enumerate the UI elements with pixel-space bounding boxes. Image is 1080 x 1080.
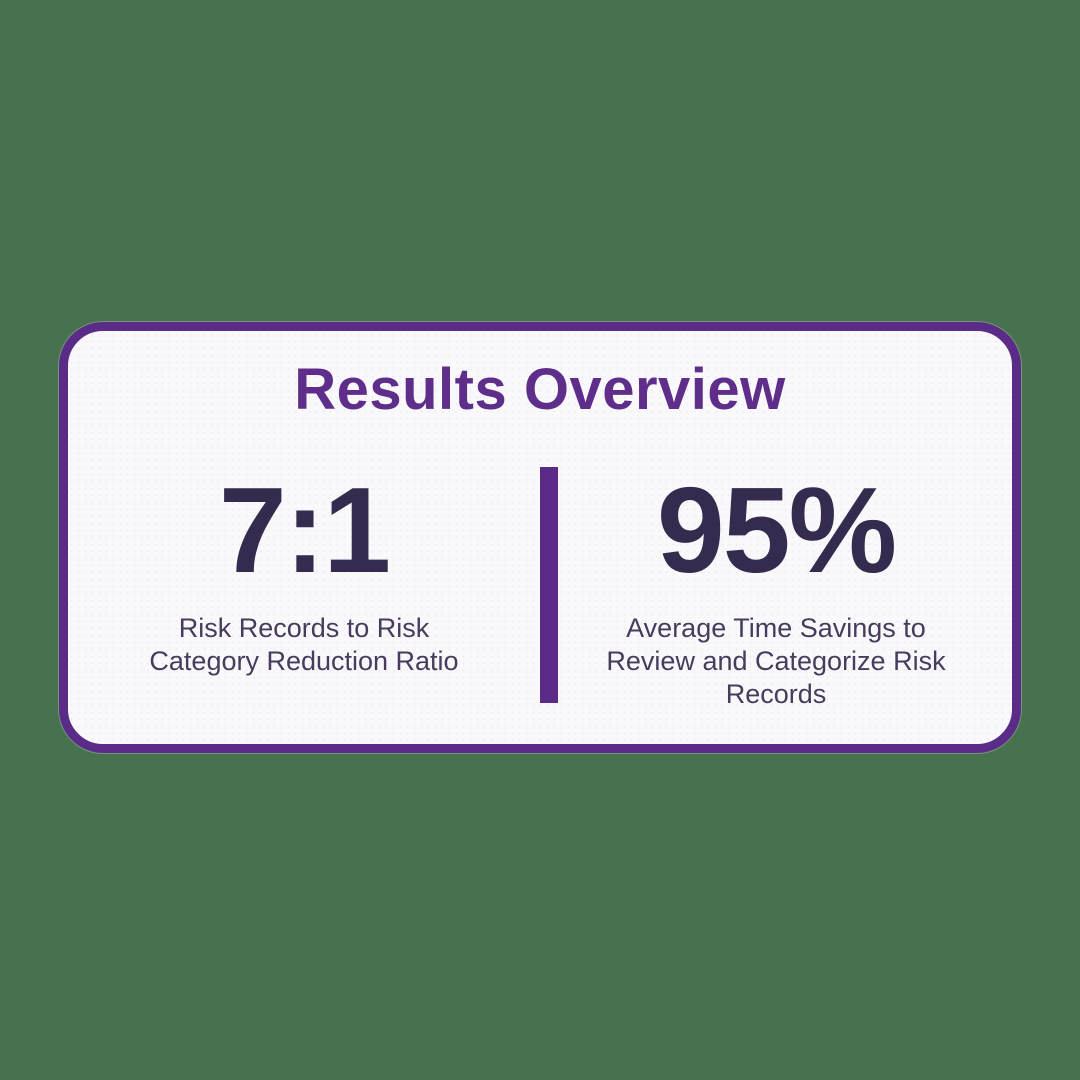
stat-label-time-savings-line-2: Review and Categorize Risk: [606, 646, 946, 676]
stat-reduction-ratio: 7:1 Risk Records to Risk Category Reduct…: [68, 467, 540, 727]
card-title: Results Overview: [294, 357, 786, 422]
stat-label-ratio-line-1: Risk Records to Risk: [178, 613, 430, 643]
stat-label-time-savings-line-1: Average Time Savings to: [626, 613, 926, 643]
stat-label-time-savings: Average Time Savings to Review and Categ…: [606, 612, 945, 711]
stat-value-time-savings: 95%: [656, 462, 897, 598]
stat-label-ratio-line-2: Category Reduction Ratio: [149, 646, 459, 676]
stat-label-ratio: Risk Records to Risk Category Reduction …: [149, 612, 458, 678]
stat-label-time-savings-line-3: Records: [725, 679, 827, 709]
results-overview-card: Results Overview 7:1 Risk Records to Ris…: [59, 322, 1021, 753]
stat-time-savings: 95% Average Time Savings to Review and C…: [540, 467, 1012, 727]
stat-value-ratio: 7:1: [218, 462, 391, 598]
stats-row: 7:1 Risk Records to Risk Category Reduct…: [68, 467, 1012, 727]
vertical-divider: [540, 467, 558, 703]
